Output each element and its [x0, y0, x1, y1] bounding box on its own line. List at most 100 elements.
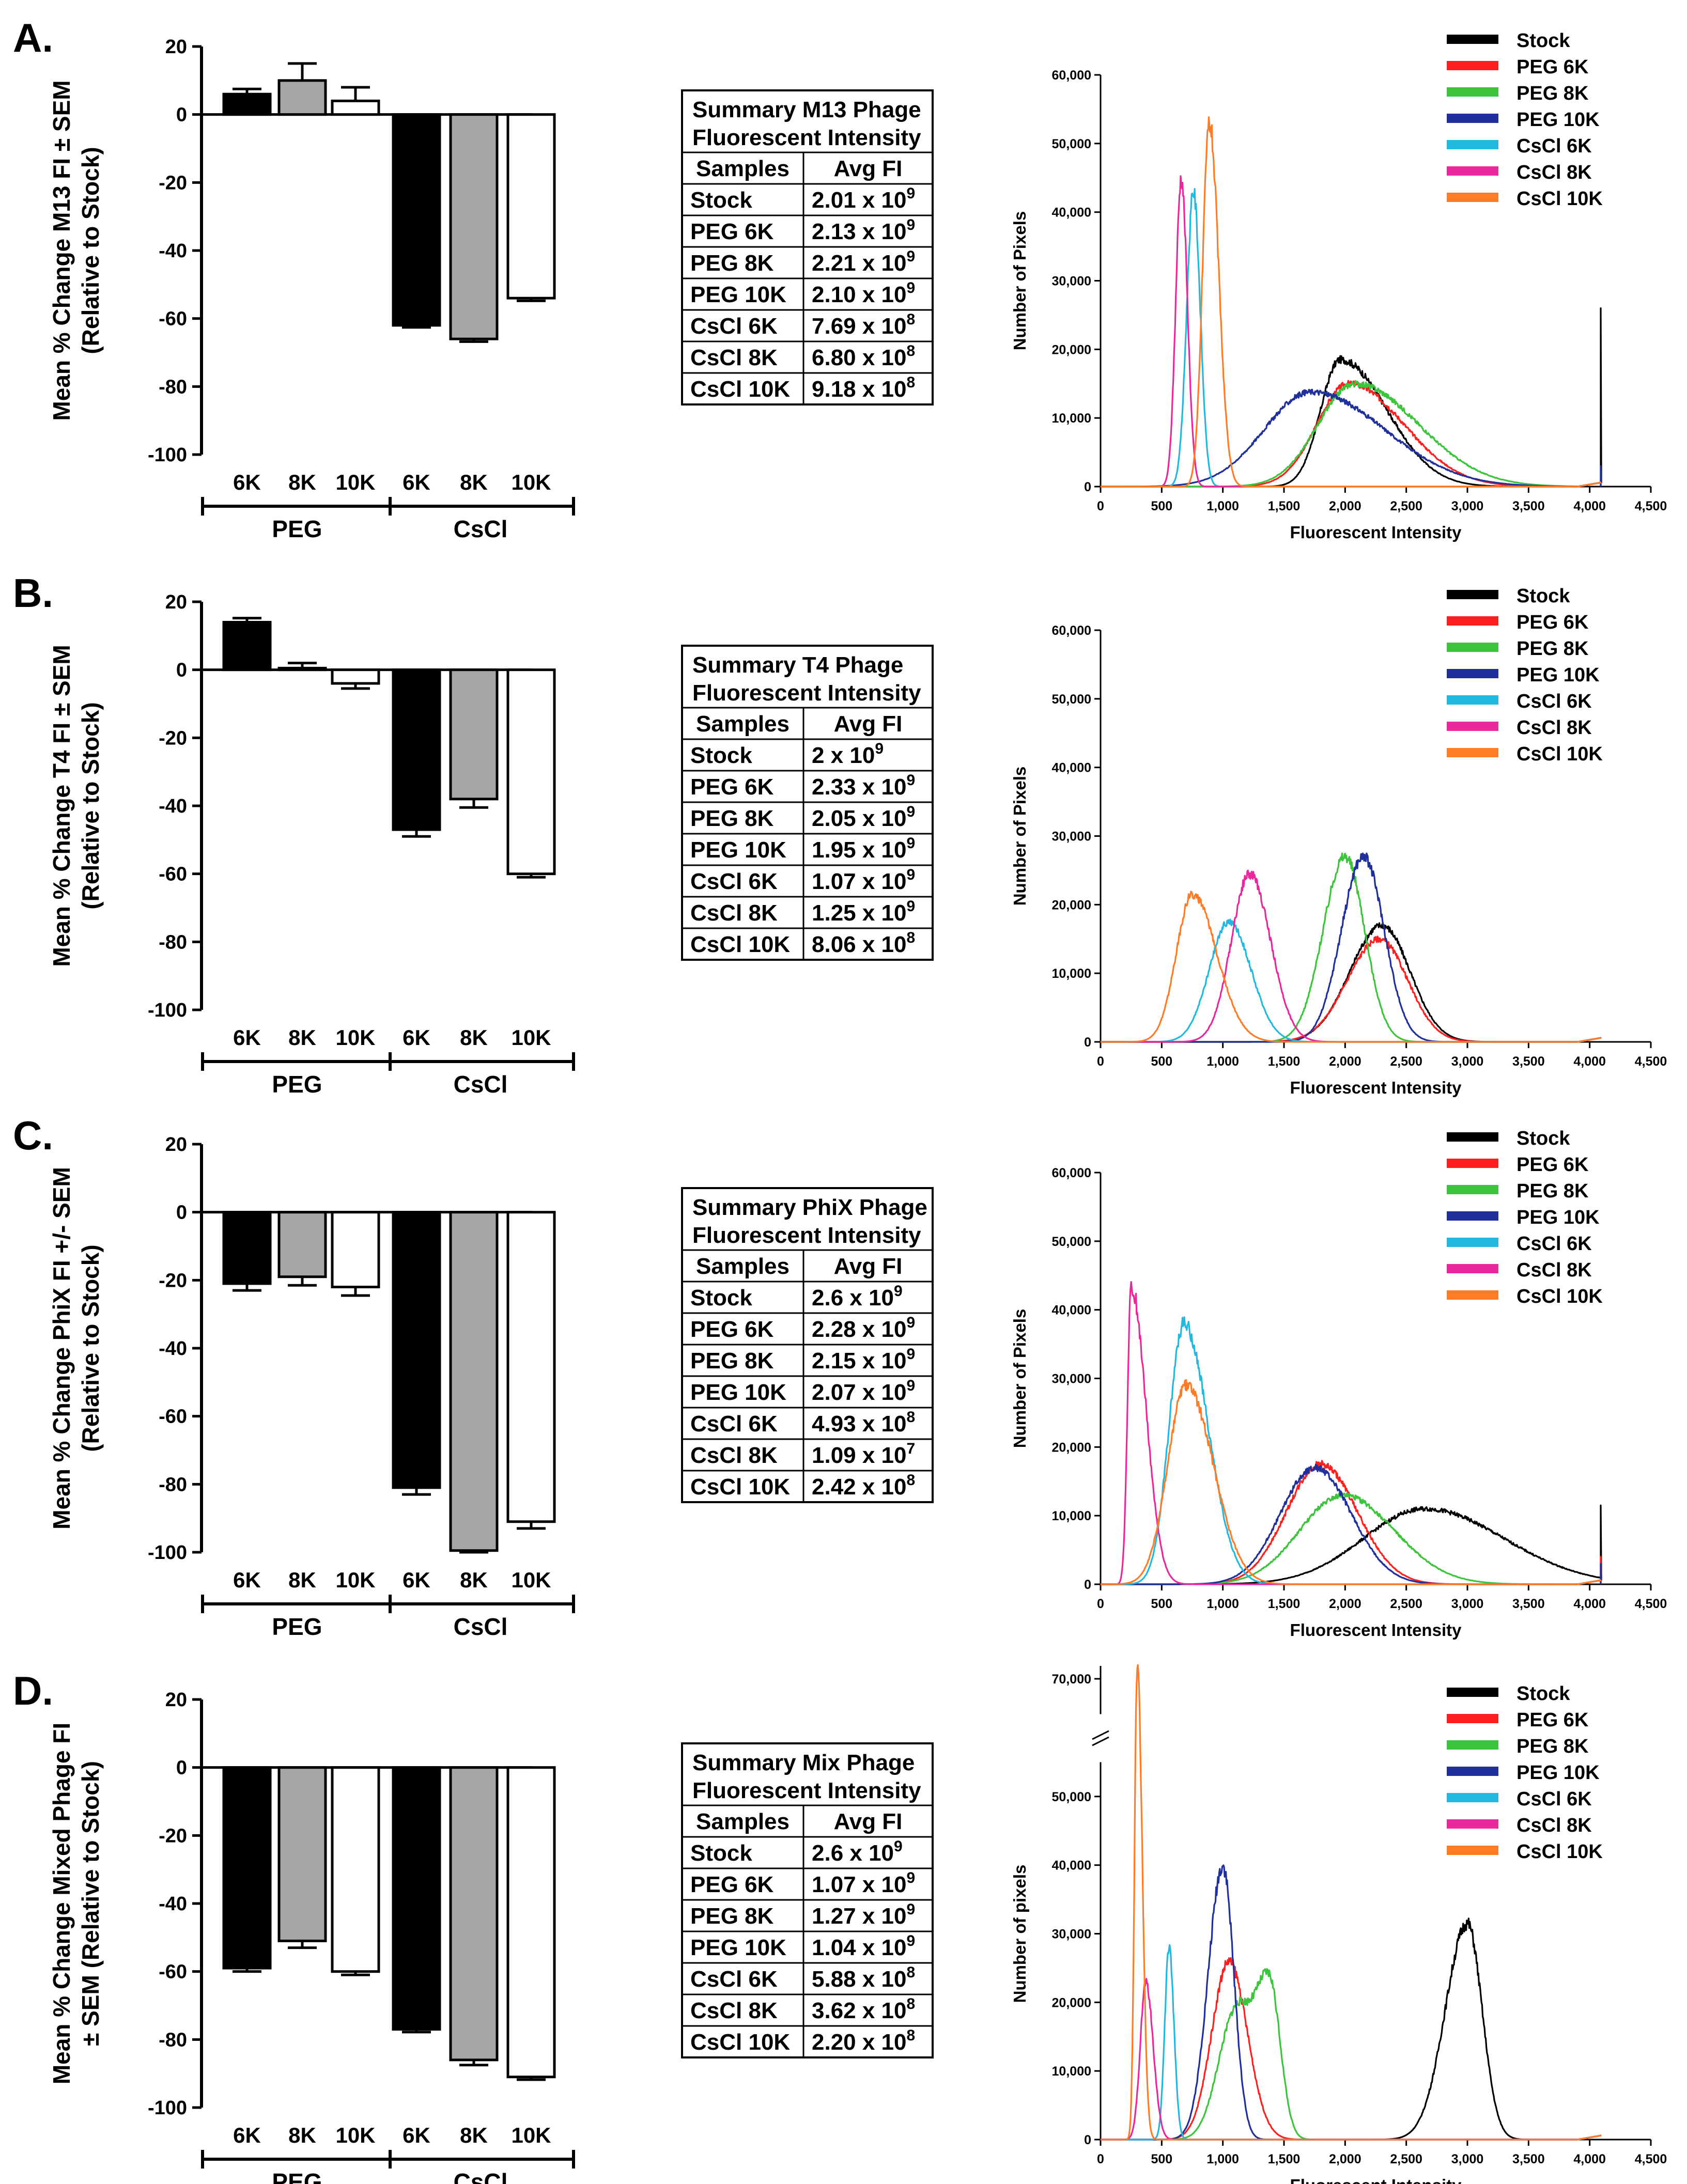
bar-category-label: 6K — [403, 1568, 430, 1592]
bar-category-label: 6K — [233, 470, 261, 494]
avg-fi-exponent: 9 — [907, 898, 916, 915]
bar-y-label-line2: (Relative to Stock) — [77, 702, 104, 909]
table-cell-sample: CsCl 6K — [690, 1411, 778, 1437]
hist-series-peg-6k — [1100, 935, 1602, 1043]
hist-y-tick-label: 0 — [1084, 2133, 1091, 2147]
hist-x-tick-label: 2,500 — [1390, 1597, 1422, 1611]
avg-fi-mantissa: 2.6 x 10 — [812, 1285, 894, 1311]
legend-label: PEG 6K — [1516, 1154, 1589, 1176]
hist-x-tick-label: 3,000 — [1451, 499, 1484, 513]
table-header-avg-fi: Avg FI — [834, 1809, 903, 1834]
table-header-avg-fi: Avg FI — [834, 156, 903, 181]
bar-category-label: 8K — [288, 2123, 316, 2147]
hist-x-tick-label: 3,000 — [1451, 2152, 1484, 2166]
avg-fi-mantissa: 2 x 10 — [812, 743, 875, 768]
hist-x-tick-label: 4,500 — [1635, 1054, 1667, 1069]
hist-x-tick-label: 500 — [1151, 1054, 1172, 1069]
summary-table: Summary M13 Phage Fluorescent Intensity Sa… — [681, 89, 934, 405]
legend-swatch — [1447, 87, 1498, 97]
table-cell-avg-fi: 2.28 x 109 — [812, 1314, 915, 1342]
avg-fi-exponent: 9 — [907, 185, 916, 202]
avg-fi-mantissa: 2.6 x 10 — [812, 1840, 894, 1866]
hist-x-tick-label: 0 — [1097, 499, 1104, 513]
table-cell-sample: PEG 10K — [690, 837, 786, 863]
bar-3 — [392, 1766, 441, 2031]
avg-fi-mantissa: 3.62 x 10 — [812, 1998, 907, 2023]
bar-category-label: 8K — [288, 1025, 316, 1050]
hist-x-tick-label: 0 — [1097, 1054, 1104, 1069]
bar-y-tick-label: 0 — [176, 1757, 187, 1779]
table-cell-sample: PEG 8K — [690, 1348, 774, 1374]
table-cell-sample: PEG 6K — [690, 1872, 774, 1897]
hist-y-tick-label: 20,000 — [1052, 1440, 1091, 1455]
table-cell-sample: Stock — [690, 743, 752, 768]
avg-fi-exponent: 8 — [907, 311, 916, 328]
hist-x-tick-label: 3,500 — [1512, 1597, 1545, 1611]
bar-y-label-line2: ± SEM (Relative to Stock) — [77, 1761, 104, 2046]
table-cell-sample: PEG 8K — [690, 806, 774, 831]
hist-y-tick-label: 10,000 — [1052, 2064, 1091, 2079]
avg-fi-exponent: 8 — [907, 374, 916, 391]
table-cell-avg-fi: 2.21 x 109 — [812, 248, 915, 276]
table-cell-avg-fi: 2.20 x 108 — [812, 2027, 915, 2055]
bar-y-tick-label: 0 — [176, 1202, 187, 1224]
avg-fi-mantissa: 2.13 x 10 — [812, 219, 907, 244]
hist-series-cscl-10k — [1100, 1379, 1602, 1585]
bar-y-label-line2: (Relative to Stock) — [77, 1244, 104, 1452]
hist-x-label: Fluorescent Intensity — [1290, 1620, 1462, 1640]
histogram: 0 500 1,000 1,500 2,000 2,500 3,000 3,500 4,000 4… — [1010, 1128, 1667, 1640]
hist-y-tick-label: 50,000 — [1052, 1235, 1091, 1249]
hist-x-tick-label: 1,000 — [1206, 1054, 1239, 1069]
hist-y-tick-label: 40,000 — [1052, 1859, 1091, 1873]
avg-fi-mantissa: 2.07 x 10 — [812, 1380, 907, 1405]
bar-category-label: 6K — [233, 2123, 261, 2147]
hist-x-tick-label: 3,500 — [1512, 2152, 1545, 2166]
bar-y-tick-label: -100 — [148, 2097, 187, 2119]
avg-fi-mantissa: 1.04 x 10 — [812, 1935, 907, 1960]
avg-fi-mantissa: 5.88 x 10 — [812, 1967, 907, 1992]
bar-1 — [277, 1211, 327, 1278]
bar-y-tick-label: -80 — [159, 376, 187, 398]
bar-category-label: 10K — [335, 1568, 375, 1592]
table-title-line2: Fluorescent Intensity — [692, 125, 921, 150]
hist-series-cscl-6k — [1100, 1944, 1602, 2141]
legend-swatch — [1447, 61, 1498, 70]
table-cell-avg-fi: 2.6 x 109 — [812, 1838, 903, 1866]
legend-label: CsCl 10K — [1516, 1286, 1603, 1307]
legend-swatch — [1447, 1264, 1498, 1273]
histogram: 70,000 0 500 1,000 1,500 2,000 2,500 3,000 3,500… — [1010, 1664, 1667, 2184]
bar-y-tick-label: -40 — [159, 1893, 187, 1915]
bar-category-label: 10K — [335, 470, 375, 494]
bar-chart: 20 0 -20 -40 -60 -80 -100 Mean % Change M13 FI … — [48, 36, 575, 542]
bar-y-label: Mean % Change M13 FI ± SEM(Relative to S… — [48, 80, 104, 420]
table-cell-avg-fi: 2.15 x 109 — [812, 1346, 915, 1374]
avg-fi-exponent: 8 — [907, 929, 916, 946]
avg-fi-mantissa: 7.69 x 10 — [812, 314, 907, 339]
hist-x-tick-label: 1,500 — [1268, 1597, 1301, 1611]
legend-label: PEG 10K — [1516, 109, 1600, 131]
bar-category-label: 6K — [403, 2123, 430, 2147]
bar-y-tick-label: -100 — [148, 444, 187, 466]
bar-2 — [331, 1211, 380, 1289]
bar-0 — [222, 621, 272, 672]
bar-y-tick-label: -40 — [159, 795, 187, 817]
avg-fi-exponent: 9 — [894, 1838, 903, 1855]
avg-fi-exponent: 9 — [907, 248, 916, 265]
hist-series-cscl-10k — [1100, 1664, 1602, 2141]
legend-label: CsCl 8K — [1516, 717, 1592, 739]
table-cell-sample: CsCl 6K — [690, 314, 778, 339]
legend-swatch — [1447, 166, 1498, 176]
avg-fi-mantissa: 1.07 x 10 — [812, 869, 907, 894]
legend-label: CsCl 10K — [1516, 188, 1603, 210]
bar-category-label: 10K — [511, 470, 551, 494]
table-header-avg-fi: Avg FI — [834, 1254, 903, 1279]
group-label-peg: PEG — [272, 1613, 322, 1640]
table-cell-avg-fi: 8.06 x 108 — [812, 929, 915, 957]
avg-fi-mantissa: 2.20 x 10 — [812, 2030, 907, 2055]
table-title-line1: Summary Mix Phage — [692, 1750, 915, 1775]
legend-swatch — [1447, 643, 1498, 652]
table-cell-avg-fi: 1.07 x 109 — [812, 1869, 915, 1897]
group-label-cscl: CsCl — [454, 2169, 508, 2184]
panel-label: D. — [13, 1668, 53, 1713]
